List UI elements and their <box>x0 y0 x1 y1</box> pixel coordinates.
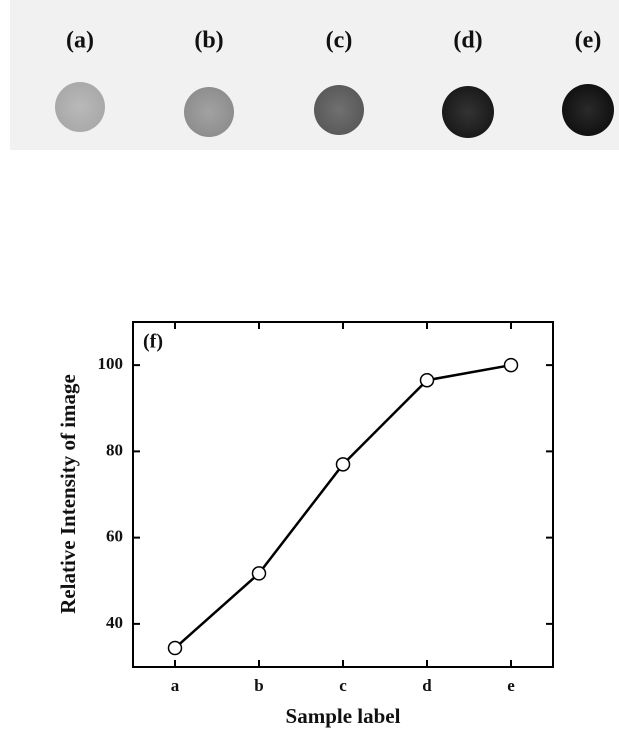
point <box>169 642 182 655</box>
y-tick-label: 100 <box>98 354 124 373</box>
image-label: (d) <box>453 28 482 54</box>
image-label: (e) <box>575 28 602 54</box>
figure: (f) Sample label Relative Intensity of i… <box>0 0 619 734</box>
spot <box>562 84 614 136</box>
spot-image-background <box>10 0 619 150</box>
y-tick-label: 80 <box>106 440 123 459</box>
image-label: (a) <box>66 28 94 54</box>
plot-frame <box>133 322 553 667</box>
x-tick-label: d <box>422 676 432 695</box>
image-label: (c) <box>326 28 353 54</box>
spot <box>184 87 234 137</box>
y-tick-label: 60 <box>106 527 123 546</box>
spot <box>314 85 364 135</box>
point <box>421 374 434 387</box>
x-tick-label: e <box>507 676 515 695</box>
line <box>175 365 511 648</box>
point <box>337 458 350 471</box>
image-label: (b) <box>194 28 223 54</box>
y-tick-label: 40 <box>106 613 123 632</box>
x-tick-label: b <box>254 676 263 695</box>
x-tick-label: c <box>339 676 347 695</box>
point <box>505 359 518 372</box>
spot <box>55 82 105 132</box>
y-axis-label: Relative Intensity of image <box>56 374 80 614</box>
panel-label: (f) <box>143 331 163 353</box>
x-axis-label: Sample label <box>286 704 401 728</box>
spot <box>442 86 494 138</box>
point <box>253 567 266 580</box>
x-tick-label: a <box>171 676 180 695</box>
